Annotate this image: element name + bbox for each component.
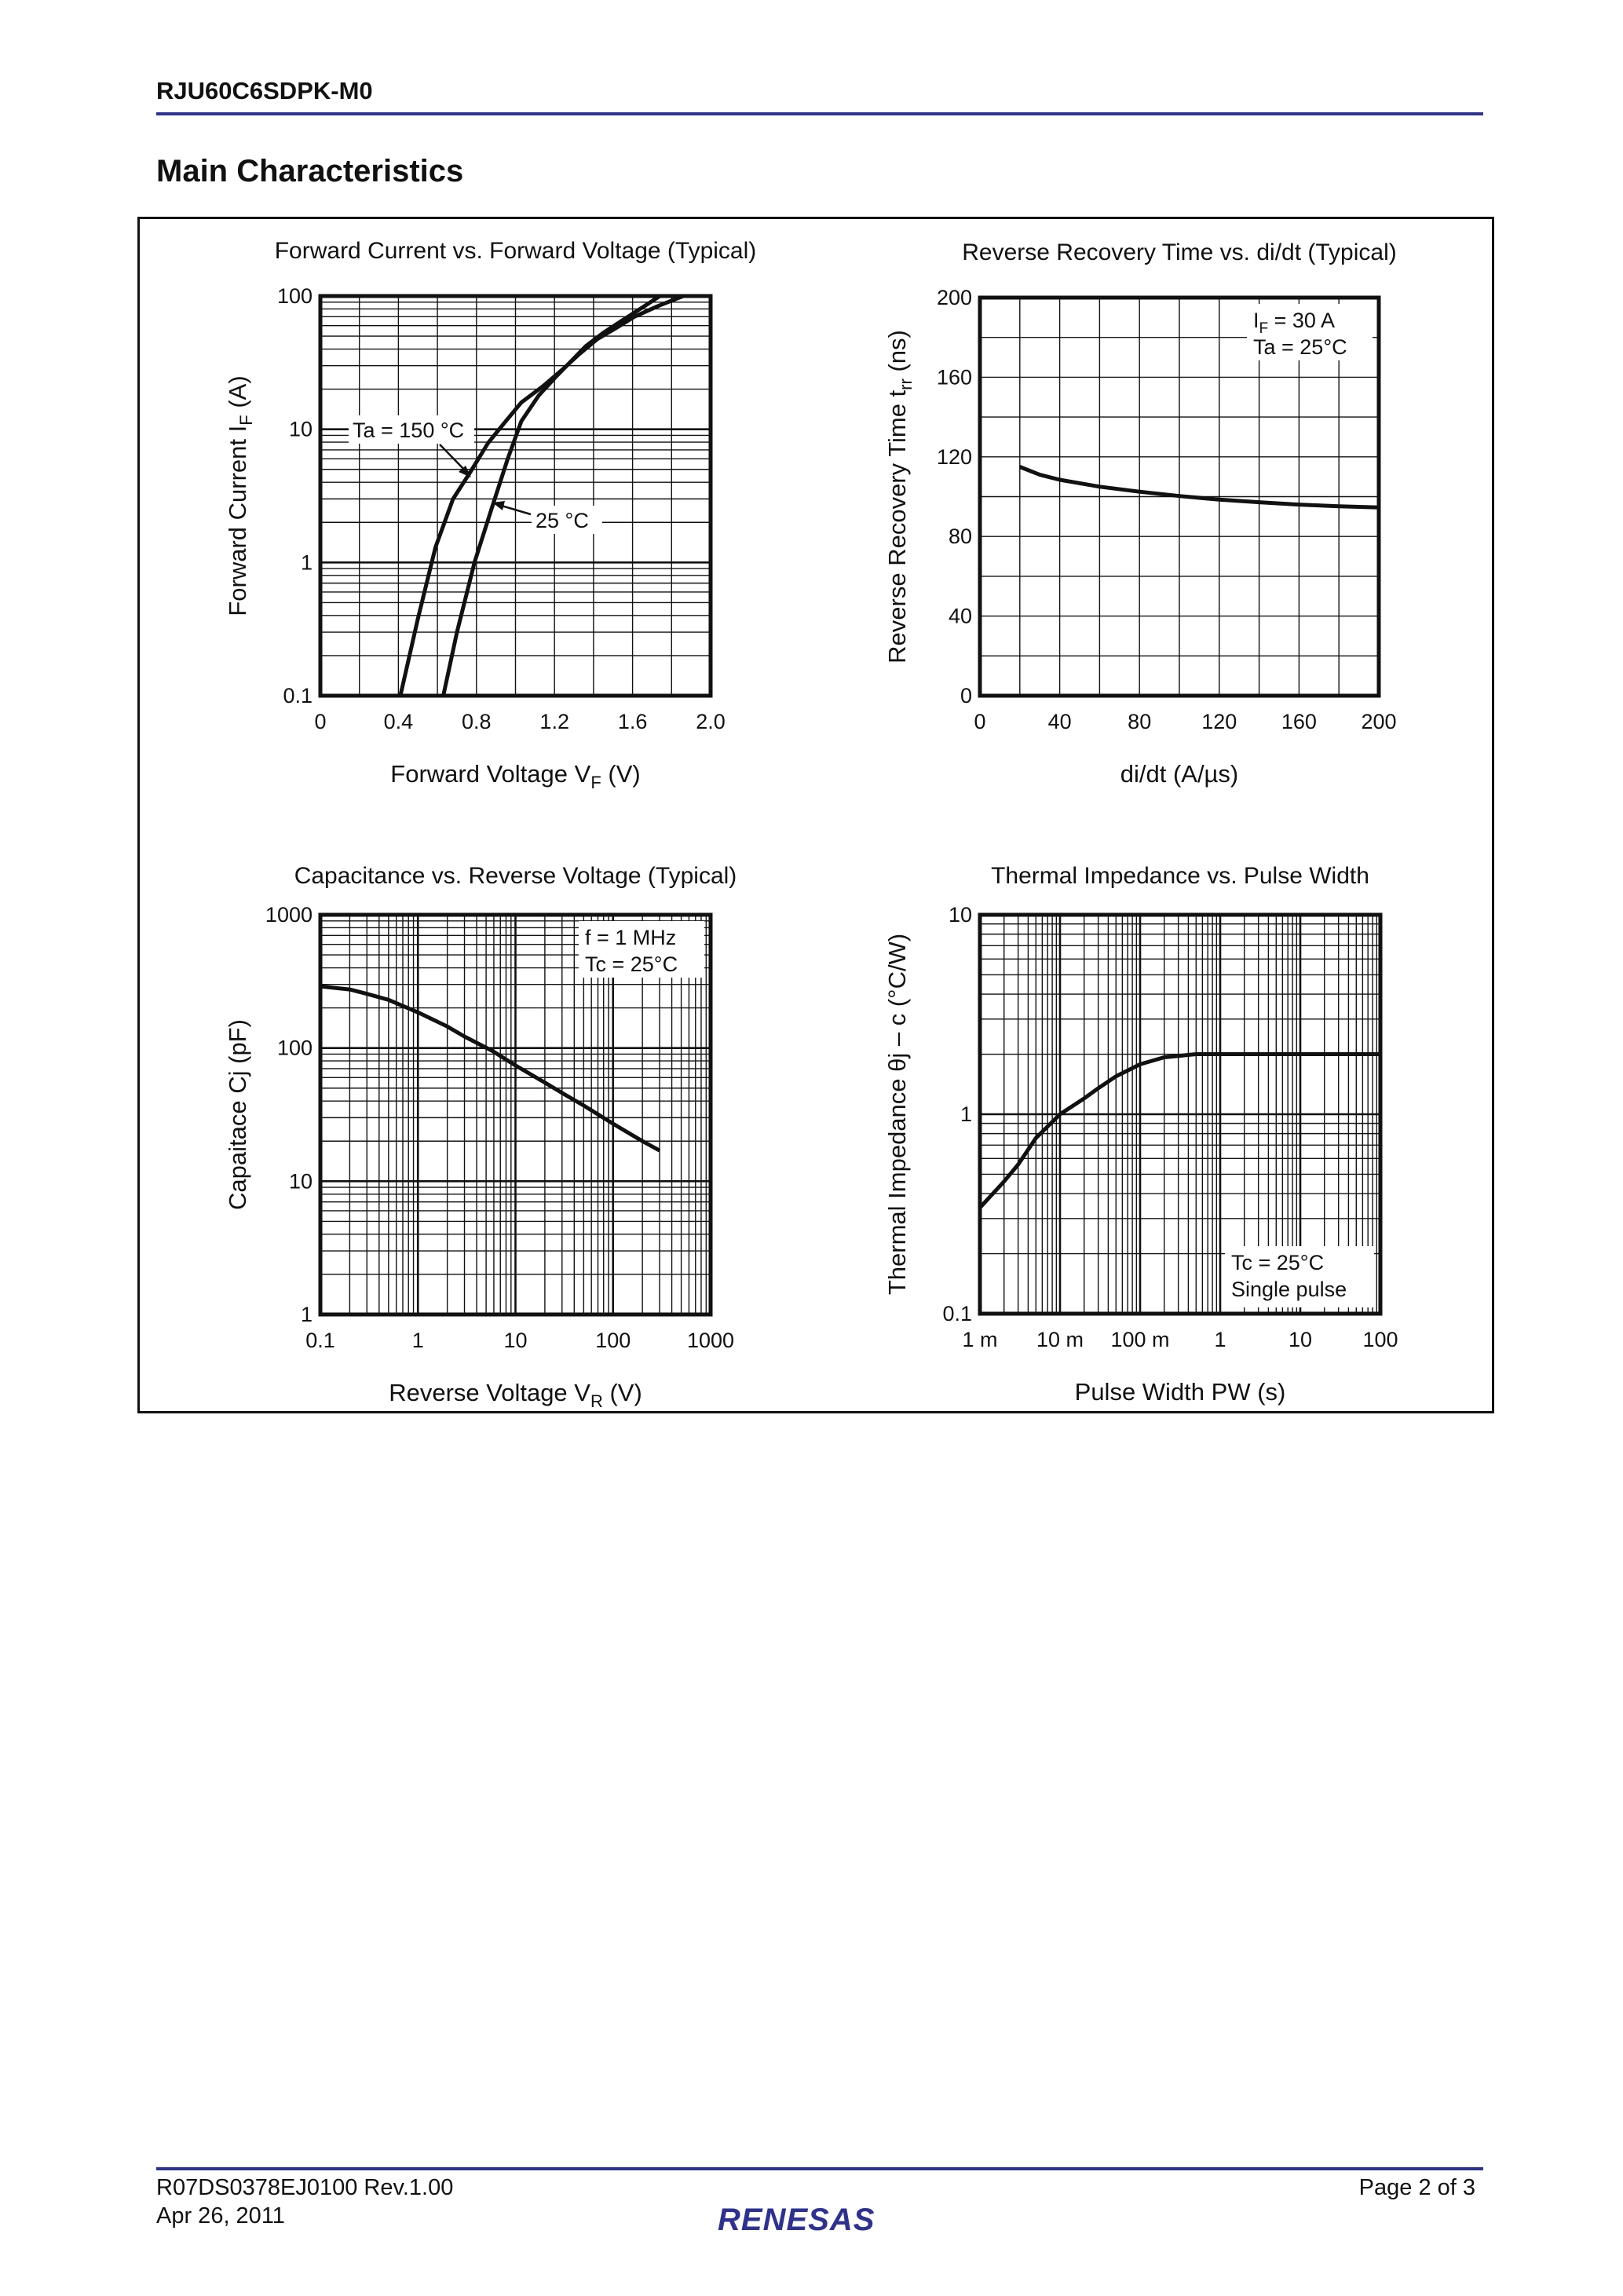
annotation-label: Ta = 150 °C (353, 419, 464, 442)
series-line-1 (1018, 465, 1380, 510)
chart-4: Tc = 25°C Single pulse 1 m 10 m 100 m 1 10 100 0… (883, 863, 1398, 1406)
chart-title: Forward Current vs. Forward Voltage (Typ… (275, 238, 757, 264)
annotation-bg (532, 506, 602, 534)
footer-rule (156, 2167, 1483, 2170)
y-tick-label: 10 (289, 1169, 313, 1193)
legend-entry: IF = 30 A (1253, 309, 1335, 337)
document-title: RJU60C6SDPK-M0 (156, 77, 373, 104)
charts-canvas: Ta = 150 °C25 °C0 0.4 0.8 1.2 1.6 2.00.111010… (224, 238, 1398, 1411)
x-tick-label: 1.2 (539, 710, 569, 733)
chart-title: Reverse Recovery Time vs. di/dt (Typical… (962, 239, 1397, 265)
x-axis-label: Reverse Voltage VR (V) (389, 1379, 642, 1411)
legend-box (1225, 1246, 1374, 1307)
x-tick-label: 0.1 (305, 1329, 335, 1352)
renesas-logo: RENESAS (718, 2203, 875, 2237)
section-title: Main Characteristics (156, 154, 464, 188)
x-tick-label: 1.6 (618, 710, 648, 733)
x-tick-label: 40 (1048, 710, 1072, 733)
logo-text: RENESAS (718, 2203, 875, 2237)
y-axis-label: Reverse Recovery Time trr (ns) (883, 330, 916, 664)
footer-doc-number: R07DS0378EJ0100 Rev.1.00 (156, 2175, 454, 2200)
legend-entry: Ta = 25°C (1253, 335, 1347, 359)
y-tick-label: 100 (277, 284, 313, 308)
y-tick-label: 100 (277, 1036, 313, 1060)
y-tick-label: 40 (949, 605, 972, 628)
x-axis-label: di/dt (A/µs) (1120, 760, 1239, 788)
footer-date: Apr 26, 2011 (156, 2203, 285, 2228)
annotation-label: 25 °C (536, 509, 589, 532)
legend-entry: Tc = 25°C (585, 952, 678, 976)
y-tick-label: 10 (949, 903, 972, 927)
x-tick-label: 1 m (962, 1328, 997, 1351)
legend-entry: Single pulse (1231, 1278, 1347, 1301)
legend-box (1247, 304, 1373, 360)
x-tick-label: 0.4 (384, 710, 414, 733)
y-tick-label: 1000 (265, 903, 313, 927)
grid (320, 296, 711, 697)
series-line-1 (398, 294, 685, 696)
annotation-bg (349, 415, 474, 444)
series-line-1 (978, 1052, 1380, 1209)
chart-title: Capacitance vs. Reverse Voltage (Typical… (294, 863, 737, 889)
x-tick-label: 1 (412, 1329, 424, 1352)
x-tick-label: 100 m (1110, 1328, 1169, 1351)
y-tick-label: 10 (289, 418, 313, 441)
series-line-1 (320, 984, 661, 1153)
y-tick-label: 1 (301, 1303, 313, 1326)
y-tick-label: 0 (960, 684, 972, 707)
y-tick-label: 1 (301, 550, 313, 574)
legend-entry: f = 1 MHz (585, 926, 676, 949)
plot-border (978, 912, 1383, 1316)
y-tick-label: 120 (937, 445, 972, 469)
arrowhead (459, 466, 471, 477)
y-tick-label: 0.1 (283, 684, 313, 707)
charts-frame (137, 217, 1494, 1413)
y-axis-label: Capaitace Cj (pF) (224, 1019, 251, 1210)
plot-border (318, 294, 713, 698)
y-tick-label: 200 (937, 286, 972, 309)
x-axis-label: Forward Voltage VF (V) (390, 760, 640, 792)
y-axis-label: Forward Current IF (A) (224, 375, 256, 616)
plot-border (978, 295, 1381, 698)
x-tick-label: 0.8 (462, 710, 492, 733)
y-tick-label: 1 (960, 1102, 972, 1126)
chart-title: Thermal Impedance vs. Pulse Width (991, 863, 1369, 889)
y-axis-label: Thermal Impedance θj – c (°C/W) (883, 934, 911, 1295)
x-tick-label: 10 (503, 1329, 527, 1352)
x-tick-label: 200 (1361, 710, 1396, 733)
x-tick-label: 2.0 (696, 710, 726, 733)
y-tick-label: 160 (937, 365, 972, 389)
y-tick-label: 0.1 (942, 1302, 972, 1325)
arrowhead (492, 501, 505, 510)
series-line-2 (441, 294, 661, 696)
x-axis-label: Pulse Width PW (s) (1075, 1378, 1286, 1406)
x-tick-label: 120 (1201, 710, 1237, 733)
x-tick-label: 1000 (687, 1329, 734, 1352)
x-tick-label: 100 (595, 1329, 631, 1352)
x-tick-label: 10 m (1036, 1328, 1084, 1351)
grid (978, 915, 1380, 1315)
chart-1: Ta = 150 °C 25 °C 0 0.4 0.8 1.2 1.6 2.0 0.1 1 10 10… (224, 238, 756, 792)
x-tick-label: 0 (314, 710, 326, 733)
x-tick-label: 100 (1362, 1328, 1398, 1351)
y-tick-label: 80 (949, 525, 972, 548)
legend-box (579, 921, 704, 978)
x-tick-label: 10 (1289, 1328, 1312, 1351)
chart-3: f = 1 MHz Tc = 25°C 0.1 1 10 100 1000 1 10 100 100… (224, 863, 737, 1411)
footer-page-number: Page 2 of 3 (1358, 2175, 1475, 2200)
x-tick-label: 80 (1128, 710, 1151, 733)
x-tick-label: 1 (1214, 1328, 1226, 1351)
plot-border (318, 912, 713, 1317)
x-tick-label: 160 (1281, 710, 1317, 733)
x-tick-label: 0 (974, 710, 985, 733)
header-rule (156, 112, 1483, 115)
chart-2: IF = 30 ATa = 25°C 0 40 80 120 160 200 0 40 80 120… (883, 239, 1397, 788)
legend-entry: Tc = 25°C (1231, 1251, 1324, 1274)
